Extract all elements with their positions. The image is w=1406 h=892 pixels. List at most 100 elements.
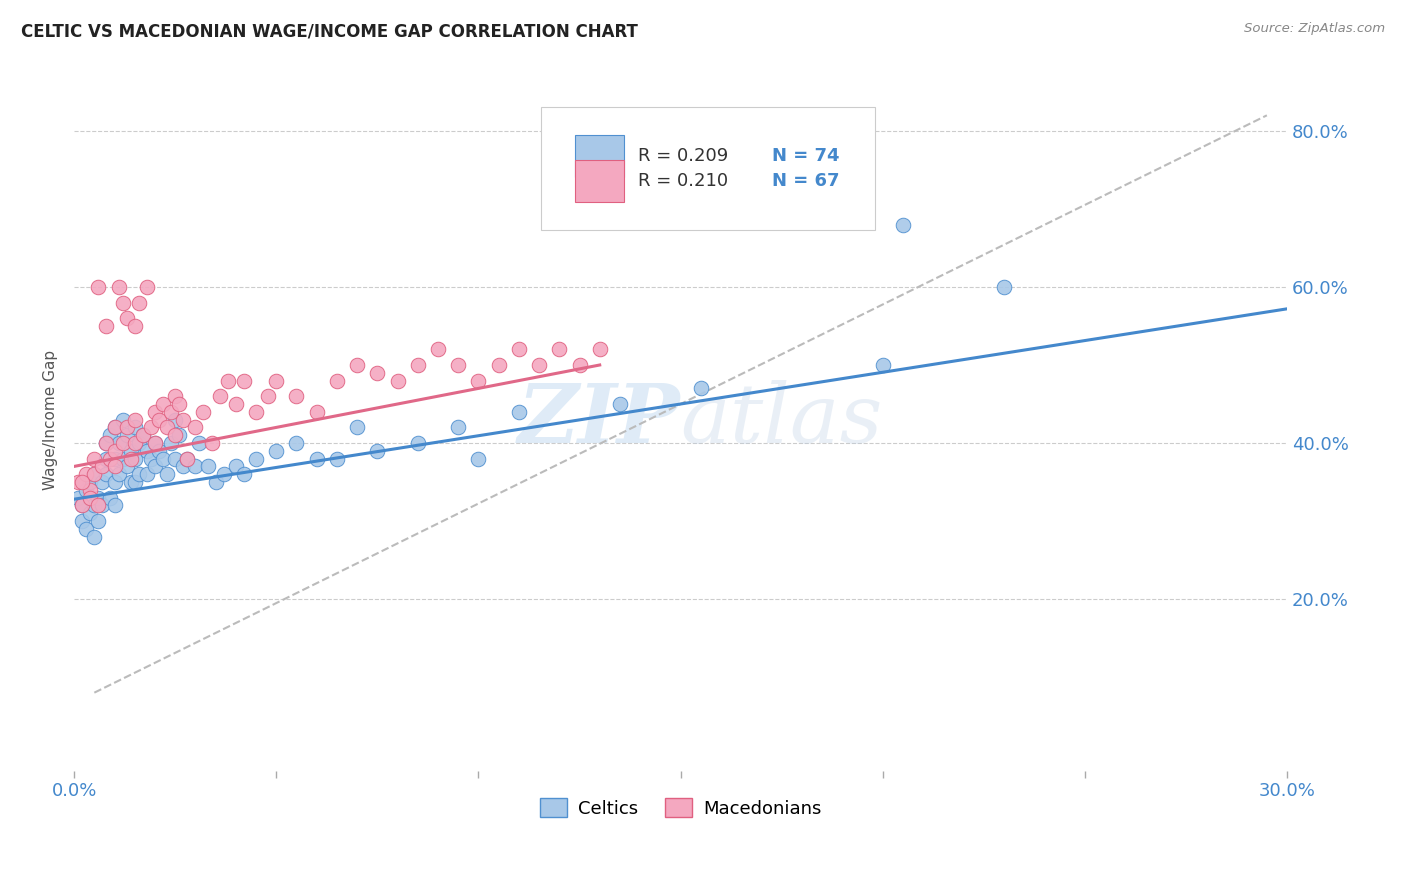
Point (120, 475, 142, 489)
Point (128, 295, 150, 310)
Point (87, 491, 110, 505)
Point (167, 428, 190, 442)
Point (232, 374, 254, 388)
Point (326, 451, 349, 466)
Point (188, 436, 211, 450)
Point (148, 412, 170, 426)
Point (204, 475, 226, 489)
FancyBboxPatch shape (541, 107, 875, 230)
Point (79, 491, 101, 505)
Point (172, 459, 194, 474)
Point (115, 459, 138, 474)
Point (87, 280, 110, 294)
FancyBboxPatch shape (575, 136, 624, 178)
Point (160, 405, 183, 419)
Point (548, 343, 571, 357)
Point (993, 280, 1015, 294)
Point (100, 428, 122, 442)
Point (172, 412, 194, 426)
Point (245, 451, 267, 466)
Point (96, 318, 118, 333)
Point (103, 459, 125, 474)
Point (70, 514, 93, 528)
Point (124, 412, 146, 426)
Point (467, 451, 489, 466)
Point (689, 381, 711, 395)
Point (212, 467, 235, 482)
Point (184, 420, 207, 434)
Point (193, 405, 215, 419)
Point (346, 358, 368, 372)
Point (488, 358, 510, 372)
Point (96, 436, 118, 450)
Point (83, 451, 105, 466)
Point (160, 436, 183, 450)
Text: atlas: atlas (681, 380, 883, 459)
Point (115, 428, 138, 442)
Point (132, 428, 155, 442)
Point (103, 420, 125, 434)
Point (111, 295, 134, 310)
Text: N = 67: N = 67 (772, 172, 839, 190)
Point (96, 467, 118, 482)
Point (135, 467, 157, 482)
Y-axis label: Wage/Income Gap: Wage/Income Gap (44, 350, 58, 490)
Point (103, 475, 125, 489)
Point (75, 467, 97, 482)
Point (467, 374, 489, 388)
Point (107, 467, 129, 482)
Point (143, 436, 166, 450)
Point (91, 475, 114, 489)
Point (245, 405, 267, 419)
Point (139, 451, 162, 466)
Point (103, 420, 125, 434)
Point (135, 443, 157, 458)
Point (79, 483, 101, 497)
Point (79, 506, 101, 520)
Point (165, 389, 187, 403)
Point (132, 428, 155, 442)
Point (568, 358, 591, 372)
Point (143, 459, 166, 474)
Point (165, 428, 187, 442)
Point (589, 343, 612, 357)
Point (103, 451, 125, 466)
Point (143, 436, 166, 450)
FancyBboxPatch shape (575, 160, 624, 202)
Point (305, 405, 328, 419)
Point (152, 451, 174, 466)
Point (91, 459, 114, 474)
Point (305, 451, 328, 466)
Text: CELTIC VS MACEDONIAN WAGE/INCOME GAP CORRELATION CHART: CELTIC VS MACEDONIAN WAGE/INCOME GAP COR… (21, 22, 638, 40)
Point (197, 459, 219, 474)
Point (87, 514, 110, 528)
Point (70, 475, 93, 489)
Point (83, 467, 105, 482)
Point (326, 374, 349, 388)
Legend: Celtics, Macedonians: Celtics, Macedonians (533, 791, 828, 825)
Point (120, 443, 142, 458)
Point (285, 436, 308, 450)
Point (427, 343, 450, 357)
Point (128, 467, 150, 482)
Point (406, 436, 429, 450)
Point (208, 389, 231, 403)
Point (139, 420, 162, 434)
Point (152, 397, 174, 411)
Point (96, 436, 118, 450)
Point (107, 436, 129, 450)
Point (103, 443, 125, 458)
Point (124, 475, 146, 489)
Point (508, 343, 530, 357)
Point (67, 475, 90, 489)
Point (387, 374, 409, 388)
Point (75, 522, 97, 536)
Point (107, 280, 129, 294)
Point (264, 374, 287, 388)
Point (111, 412, 134, 426)
Point (165, 412, 187, 426)
Point (232, 467, 254, 482)
Point (115, 420, 138, 434)
Point (96, 451, 118, 466)
Point (176, 451, 198, 466)
